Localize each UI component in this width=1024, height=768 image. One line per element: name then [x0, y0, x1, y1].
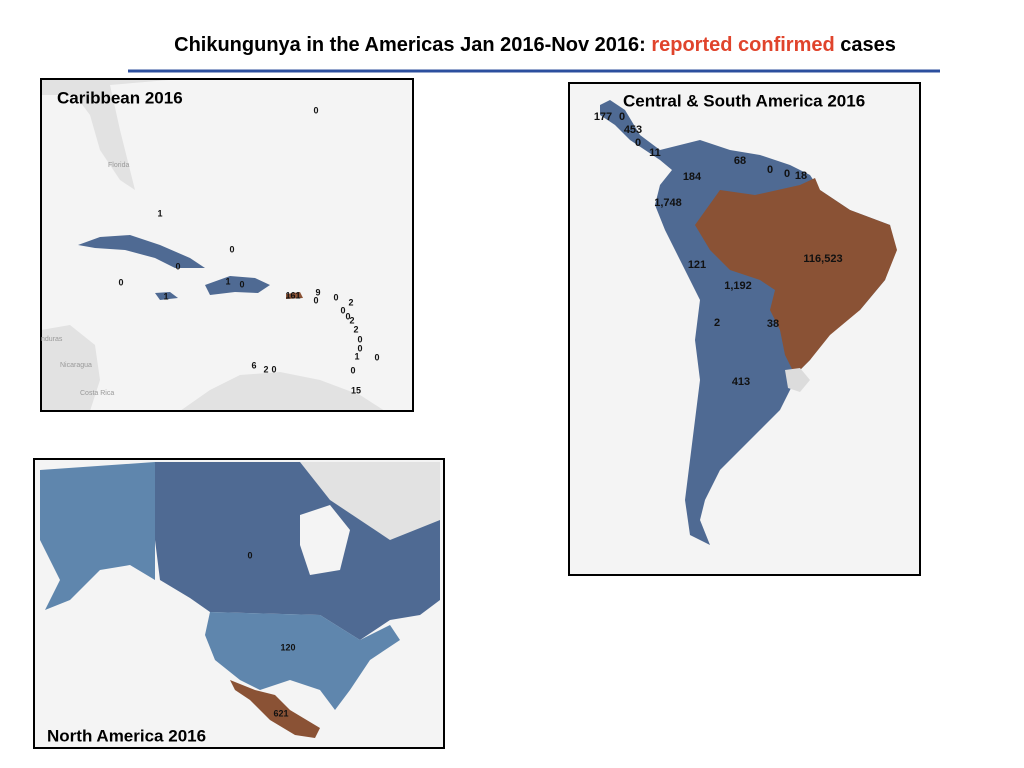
- place-name: Costa Rica: [80, 390, 114, 397]
- case-label: 0: [350, 365, 355, 375]
- case-label: 0: [345, 311, 350, 321]
- case-label: 0: [357, 334, 362, 344]
- case-label: 0: [340, 305, 345, 315]
- case-label: 1,748: [654, 197, 682, 209]
- case-label: 2: [263, 364, 268, 374]
- case-label: 2: [714, 317, 720, 329]
- case-label: 413: [732, 376, 750, 388]
- case-label: 621: [273, 708, 288, 718]
- title-highlight: reported confirmed: [651, 34, 834, 56]
- case-label: 1,192: [724, 280, 752, 292]
- case-label: 0: [784, 168, 790, 180]
- case-label: 161: [285, 290, 300, 300]
- case-label: 18: [795, 170, 807, 182]
- case-label: 9: [315, 287, 320, 297]
- caribbean-map: [41, 79, 413, 411]
- case-label: 0: [175, 261, 180, 271]
- case-label: 0: [313, 105, 318, 115]
- map-frame: [33, 458, 445, 749]
- north-america-map: [34, 459, 444, 748]
- case-label: 453: [624, 124, 642, 136]
- place-name: nduras: [41, 336, 63, 343]
- case-label: 184: [683, 171, 702, 183]
- case-label: 6: [251, 360, 256, 370]
- case-label: 0: [239, 279, 244, 289]
- title-main: Chikungunya in the Americas Jan 2016-Nov…: [174, 34, 651, 56]
- case-label: 0: [229, 244, 234, 254]
- case-label: 15: [351, 385, 361, 395]
- case-label: 0: [635, 137, 641, 149]
- case-label: 11: [649, 147, 661, 159]
- case-label: 0: [333, 292, 338, 302]
- case-label: 2: [353, 324, 358, 334]
- case-label: 0: [767, 164, 773, 176]
- case-label: 120: [280, 642, 295, 652]
- case-label: 0: [313, 295, 318, 305]
- map-frame: [568, 82, 921, 576]
- slide-title: Chikungunya in the Americas Jan 2016-Nov…: [174, 34, 896, 56]
- map-frame: [40, 78, 414, 412]
- labels: Caribbean 2016 Central & South America 20…: [41, 88, 865, 745]
- case-label: 0: [374, 352, 379, 362]
- case-label: 1: [354, 351, 359, 361]
- title-end: cases: [835, 34, 896, 56]
- place-name: Florida: [108, 162, 130, 169]
- case-label: 177: [594, 111, 612, 123]
- south-america-map: [569, 83, 920, 575]
- case-label: 1: [225, 276, 230, 286]
- case-label: 116,523: [803, 253, 842, 265]
- case-label: 121: [688, 259, 706, 271]
- case-label: 2: [349, 315, 354, 325]
- case-label: 0: [247, 550, 252, 560]
- case-label: 2: [348, 297, 353, 307]
- map-title: North America 2016: [47, 726, 206, 745]
- case-label: 1: [163, 291, 168, 301]
- case-label: 38: [767, 318, 779, 330]
- map-title: Central & South America 2016: [623, 91, 865, 110]
- case-label: 68: [734, 155, 746, 167]
- case-label: 1: [157, 208, 162, 218]
- case-label: 0: [357, 343, 362, 353]
- place-name: Nicaragua: [60, 362, 92, 369]
- case-label: 0: [619, 111, 625, 123]
- case-label: 0: [118, 277, 123, 287]
- case-label: 0: [271, 364, 276, 374]
- map-title: Caribbean 2016: [57, 88, 183, 107]
